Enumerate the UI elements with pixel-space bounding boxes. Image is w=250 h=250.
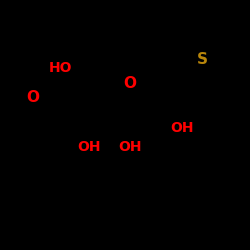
Text: OH: OH (118, 140, 142, 154)
Text: HO: HO (49, 60, 72, 74)
Text: O: O (124, 76, 136, 91)
Text: OH: OH (77, 140, 100, 154)
Text: OH: OH (170, 120, 194, 134)
Text: S: S (197, 52, 208, 68)
Text: O: O (26, 90, 39, 105)
